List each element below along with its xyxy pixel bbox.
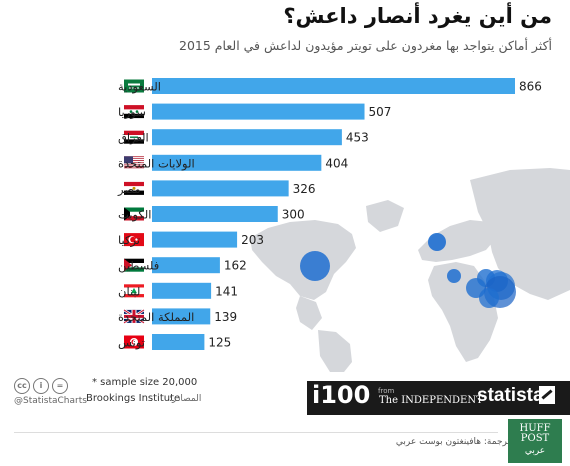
- value-label-0: 866: [519, 80, 542, 94]
- kuwait-flag-icon: [124, 207, 144, 221]
- bar-6: [152, 231, 238, 248]
- cc-icon: cc: [14, 378, 30, 394]
- value-label-4: 326: [293, 182, 316, 196]
- statista-logo: statista: [477, 385, 544, 406]
- value-label-9: 139: [214, 310, 237, 324]
- bubble-usa: [300, 251, 330, 281]
- egypt-flag-icon: [124, 181, 144, 195]
- statista-mark-icon: [539, 386, 555, 404]
- value-label-8: 141: [215, 284, 238, 298]
- category-label-4: مصر: [117, 182, 140, 197]
- i100-logo: i100: [312, 381, 371, 409]
- category-label-10: تونس: [118, 336, 145, 351]
- bubble-tunisia: [447, 269, 461, 283]
- footer-logo-band: [307, 381, 570, 415]
- category-label-9: المملكة المتحدة: [118, 310, 194, 324]
- bar-7: [152, 257, 220, 274]
- bar-5: [152, 206, 278, 222]
- bar-10: [152, 334, 205, 350]
- uk-flag-icon: [123, 308, 145, 324]
- huffpost-arabi-logo: HUFF POST عربي: [508, 419, 562, 463]
- category-label-1: سوريا: [118, 105, 146, 120]
- statista-handle: @StatistaCharts: [14, 396, 87, 406]
- footer-divider: [14, 432, 498, 433]
- value-label-1: 507: [369, 105, 392, 119]
- value-label-2: 453: [346, 131, 369, 145]
- category-label-5: الكويت: [118, 208, 151, 223]
- saudi-flag-icon: [124, 79, 144, 93]
- bar-0: [152, 78, 515, 94]
- iraq-flag-icon: [124, 130, 144, 144]
- chart-title: من أين يغرد أنصار داعش؟: [283, 4, 552, 28]
- bar-8: [152, 282, 212, 299]
- category-label-0: السعودية: [118, 80, 161, 95]
- category-label-3: الولايات المتحدة: [118, 156, 195, 171]
- usa-flag-icon: [124, 156, 144, 170]
- bubble-kuwait: [479, 288, 499, 308]
- sources-text: Brookings Institute: [86, 393, 181, 404]
- syria-flag-icon: [124, 105, 144, 119]
- value-label-7: 162: [224, 259, 247, 273]
- bar-1: [152, 103, 365, 120]
- sample-note: * sample size 20,000: [92, 377, 198, 388]
- value-label-3: 404: [325, 156, 348, 170]
- bar-4: [152, 180, 289, 197]
- translation-credit: ترجمة: هافينغتون بوست عربي: [395, 437, 510, 447]
- category-label-6: تركيا: [118, 233, 140, 248]
- no-derivatives-icon: =: [52, 378, 68, 394]
- category-label-2: العراق: [118, 131, 149, 146]
- attribution-icon: i: [33, 378, 49, 394]
- category-label-7: فلسطين: [118, 259, 159, 274]
- value-label-5: 300: [282, 208, 305, 222]
- bar-3: [152, 154, 322, 171]
- chart-subtitle: أكثر أماكن يتواجد بها مغردون على تويتر م…: [179, 38, 552, 53]
- bar-2: [152, 129, 342, 146]
- bar-9: [152, 308, 211, 325]
- palestine-flag-icon: [124, 258, 144, 272]
- independent-logo: The INDEPENDENT: [379, 395, 483, 406]
- value-label-6: 203: [241, 233, 264, 247]
- category-label-8: لبنان: [118, 284, 140, 298]
- tunisia-flag-icon: [124, 335, 144, 349]
- bar-chart: 866 السعودية 507 سوريا 453 العراق 404 الولايات …: [117, 78, 542, 351]
- from-label: from: [378, 387, 395, 395]
- value-label-10: 125: [208, 336, 231, 350]
- bubble-uk: [428, 233, 446, 251]
- license-icons: cc i =: [14, 378, 68, 394]
- turkey-flag-icon: [124, 233, 144, 247]
- sources-label: المصادر:: [169, 394, 202, 404]
- lebanon-flag-icon: [124, 284, 144, 298]
